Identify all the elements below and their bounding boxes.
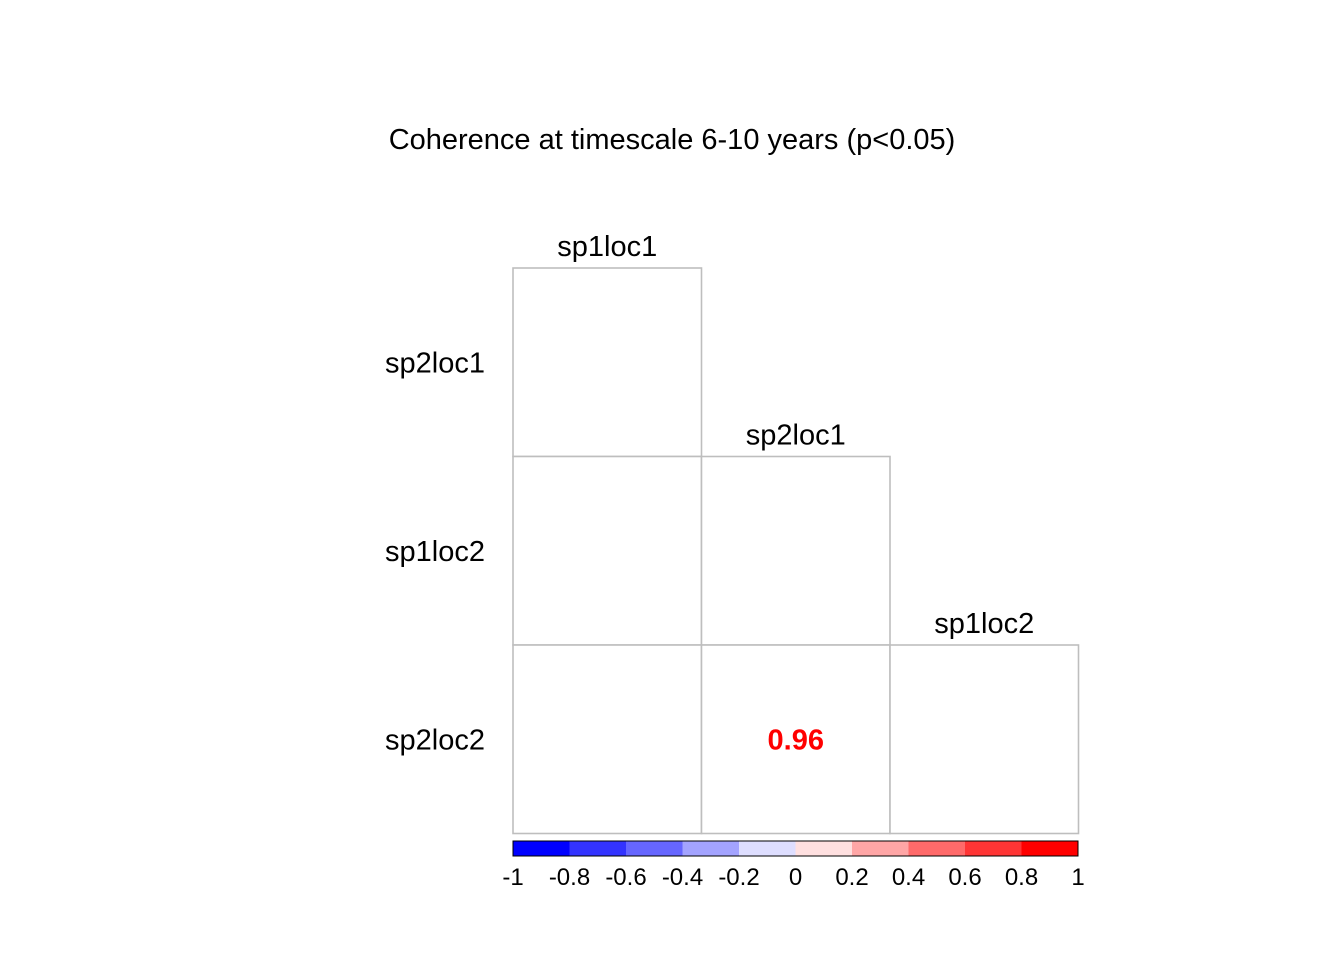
- colorbar-tick-label: 1: [1071, 864, 1084, 891]
- colorbar-tick-label: 0: [789, 864, 802, 891]
- column-label: sp1loc1: [557, 231, 657, 263]
- cell-value-label: 0.96: [768, 724, 824, 756]
- colorbar-tick-labels: -1 -0.8 -0.6 -0.4 -0.2 0 0.2 0.4 0.6 0.8 1: [502, 864, 1084, 891]
- colorbar-segment: [682, 841, 740, 856]
- colorbar-tick-label: 0.2: [835, 864, 868, 891]
- chart-title: Coherence at timescale 6-10 years (p<0.0…: [389, 124, 956, 156]
- colorbar-segment: [965, 841, 1022, 856]
- colorbar-border: [512, 840, 1079, 857]
- colorbar-segment: [569, 841, 627, 856]
- colorbar-segment: [908, 841, 966, 856]
- colorbar-tick-label: 0.8: [1005, 864, 1038, 891]
- row-labels: sp2loc1 sp1loc2 sp2loc2: [385, 347, 485, 756]
- colorbar-segment: [852, 841, 909, 856]
- colorbar-tick-label: 0.4: [892, 864, 925, 891]
- matrix-cell: [512, 455, 703, 646]
- colorbar-tick-label: -1: [502, 864, 523, 891]
- colorbar-segment: [513, 841, 570, 856]
- matrix-cells: [512, 267, 1080, 835]
- colorbar-tick-label: 0.6: [948, 864, 981, 891]
- colorbar-tick-label: -0.4: [662, 864, 703, 891]
- column-labels: sp1loc1 sp2loc1 sp1loc2: [557, 231, 1034, 640]
- colorbar-tick-label: -0.8: [549, 864, 590, 891]
- matrix-cell: [512, 267, 703, 458]
- colorbar-tick-label: -0.2: [718, 864, 759, 891]
- matrix-cell: [512, 644, 703, 835]
- colorbar-segment: [1021, 841, 1079, 856]
- matrix-cell: [700, 455, 891, 646]
- column-label: sp1loc2: [934, 608, 1034, 640]
- colorbar-segment: [795, 841, 853, 856]
- matrix-cell: [889, 644, 1080, 835]
- row-label: sp2loc1: [385, 347, 485, 379]
- colorbar-segment: [739, 841, 796, 856]
- column-label: sp2loc1: [746, 420, 846, 452]
- colorbar-tick-label: -0.6: [605, 864, 646, 891]
- cell-value-labels: 0.96: [768, 724, 824, 756]
- colorbar-segment: [626, 841, 683, 856]
- matrix-cell: [700, 644, 891, 835]
- row-label: sp1loc2: [385, 536, 485, 568]
- colorbar: [512, 840, 1079, 857]
- row-label: sp2loc2: [385, 724, 485, 756]
